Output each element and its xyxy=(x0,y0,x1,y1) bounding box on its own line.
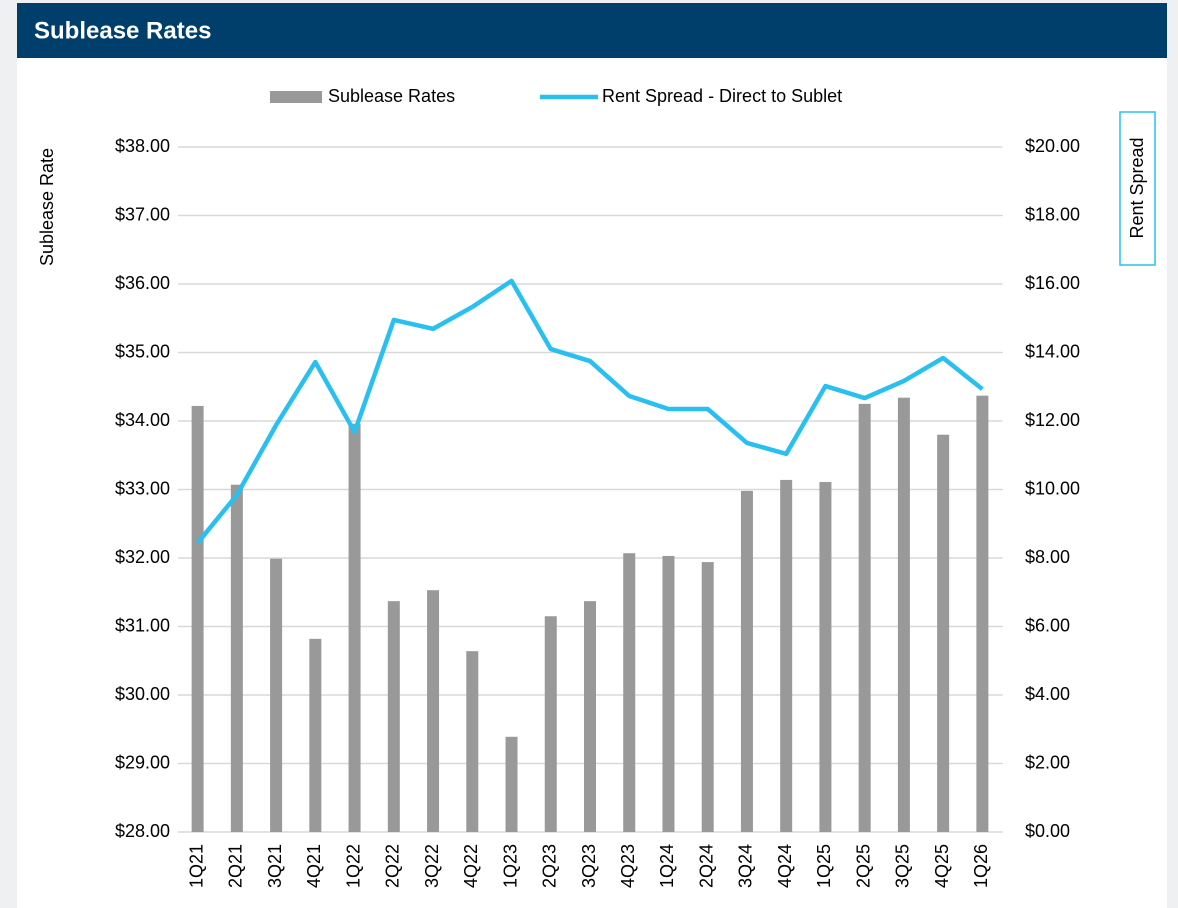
bar xyxy=(466,651,479,832)
x-tick-label: 3Q22 xyxy=(422,844,442,888)
bar xyxy=(505,736,518,832)
y-tick-label: $34.00 xyxy=(115,410,170,430)
y-tick-label: $29.00 xyxy=(115,752,170,772)
header xyxy=(17,3,1167,58)
y2-tick-label: $0.00 xyxy=(1025,821,1070,841)
x-tick-label: 1Q26 xyxy=(971,844,991,888)
x-tick-label: 1Q23 xyxy=(500,844,520,888)
y-tick-label: $28.00 xyxy=(115,821,170,841)
bar xyxy=(701,562,714,832)
x-tick-label: 1Q22 xyxy=(343,844,363,888)
y2-tick-label: $8.00 xyxy=(1025,547,1070,567)
x-tick-label: 3Q25 xyxy=(893,844,913,888)
legend-label: Sublease Rates xyxy=(328,86,455,106)
x-tick-label: 2Q25 xyxy=(853,844,873,888)
x-tick-label: 3Q23 xyxy=(579,844,599,888)
y2-tick-label: $16.00 xyxy=(1025,273,1080,293)
bar xyxy=(270,558,283,832)
x-tick-label: 2Q21 xyxy=(226,844,246,888)
y2-tick-label: $10.00 xyxy=(1025,478,1080,498)
y-tick-label: $37.00 xyxy=(115,204,170,224)
y-axis-title: Sublease Rate xyxy=(37,148,57,266)
bar xyxy=(897,397,910,832)
y-tick-label: $33.00 xyxy=(115,478,170,498)
legend-swatch xyxy=(270,91,322,103)
y-tick-label: $38.00 xyxy=(115,136,170,156)
y2-axis-title-box xyxy=(1119,111,1156,266)
bar xyxy=(858,403,871,832)
bar xyxy=(387,601,400,832)
x-tick-label: 4Q25 xyxy=(932,844,952,888)
x-tick-label: 2Q22 xyxy=(383,844,403,888)
bar xyxy=(584,601,596,832)
bar xyxy=(191,405,204,832)
bar xyxy=(976,395,989,832)
x-tick-label: 1Q24 xyxy=(657,844,677,888)
x-tick-label: 3Q21 xyxy=(265,844,285,888)
y-tick-label: $36.00 xyxy=(115,273,170,293)
x-tick-label: 4Q23 xyxy=(618,844,638,888)
y2-tick-label: $14.00 xyxy=(1025,341,1080,361)
legend-label: Rent Spread - Direct to Sublet xyxy=(602,86,842,106)
y-tick-label: $31.00 xyxy=(115,615,170,635)
y-tick-label: $30.00 xyxy=(115,684,170,704)
bar xyxy=(740,490,753,832)
y-tick-label: $35.00 xyxy=(115,341,170,361)
bar xyxy=(544,616,557,832)
bar xyxy=(662,555,675,832)
x-tick-label: 4Q24 xyxy=(775,844,795,888)
bar xyxy=(427,590,440,832)
y2-tick-label: $6.00 xyxy=(1025,615,1070,635)
y2-axis-title: Rent Spread xyxy=(1127,137,1147,238)
bar xyxy=(819,481,832,832)
y2-tick-label: $2.00 xyxy=(1025,752,1070,772)
x-tick-label: 2Q24 xyxy=(696,844,716,888)
y2-tick-label: $12.00 xyxy=(1025,410,1080,430)
x-tick-label: 3Q24 xyxy=(736,844,756,888)
y-tick-label: $32.00 xyxy=(115,547,170,567)
bar xyxy=(309,638,322,832)
x-tick-label: 1Q21 xyxy=(186,844,206,888)
chart-title: Sublease Rates xyxy=(34,17,211,44)
bar xyxy=(230,484,243,832)
line xyxy=(195,278,984,545)
bar xyxy=(348,423,361,832)
bar xyxy=(937,434,950,832)
bar xyxy=(780,479,793,832)
x-tick-label: 4Q22 xyxy=(461,844,481,888)
bar xyxy=(623,553,636,832)
y2-tick-label: $18.00 xyxy=(1025,204,1080,224)
y2-tick-label: $20.00 xyxy=(1025,136,1080,156)
x-tick-label: 4Q21 xyxy=(304,844,324,888)
y2-tick-label: $4.00 xyxy=(1025,684,1070,704)
x-tick-label: 1Q25 xyxy=(814,844,834,888)
x-tick-label: 2Q23 xyxy=(540,844,560,888)
